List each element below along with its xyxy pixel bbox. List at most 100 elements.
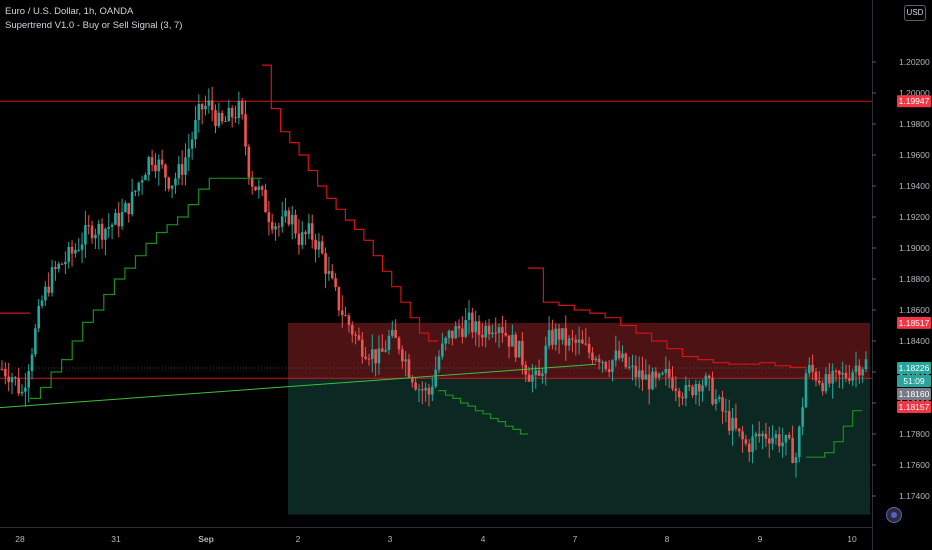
candle bbox=[514, 331, 518, 362]
candle-body bbox=[544, 345, 548, 374]
candle-body bbox=[581, 339, 584, 344]
x-tick-label: 4 bbox=[481, 534, 486, 544]
candle bbox=[584, 328, 588, 346]
candle bbox=[454, 321, 457, 339]
candle-body bbox=[34, 328, 37, 355]
candle bbox=[320, 235, 324, 255]
y-tick-label: 1.20000 bbox=[899, 88, 930, 98]
candle bbox=[380, 334, 384, 353]
tradingview-logo-icon[interactable] bbox=[886, 507, 902, 523]
candle-body bbox=[567, 338, 571, 346]
candle bbox=[784, 434, 788, 456]
candle bbox=[567, 335, 571, 351]
candle bbox=[774, 430, 778, 445]
candle bbox=[767, 426, 771, 458]
candle bbox=[7, 362, 10, 392]
candle-body bbox=[364, 356, 367, 359]
candle-body bbox=[274, 226, 277, 230]
candle-body bbox=[844, 372, 848, 379]
candle-body bbox=[721, 397, 724, 412]
candle-body bbox=[601, 361, 604, 363]
candle bbox=[424, 382, 427, 402]
candle-body bbox=[744, 439, 748, 444]
candle-body bbox=[327, 270, 331, 274]
candle-body bbox=[407, 359, 411, 378]
candle-body bbox=[424, 387, 427, 391]
candle bbox=[601, 360, 604, 373]
candle-body bbox=[681, 397, 684, 399]
candle-body bbox=[247, 146, 251, 178]
candle bbox=[187, 133, 191, 172]
x-tick-label: 7 bbox=[573, 534, 578, 544]
candle bbox=[327, 256, 331, 281]
candle bbox=[671, 366, 674, 392]
candle-body bbox=[784, 435, 788, 443]
candle-body bbox=[541, 373, 544, 376]
x-tick-label: 8 bbox=[665, 534, 670, 544]
candle bbox=[267, 200, 271, 236]
candle-body bbox=[157, 159, 161, 172]
candle bbox=[244, 100, 247, 156]
candle-body bbox=[140, 180, 144, 183]
candle bbox=[614, 335, 618, 367]
candle-body bbox=[551, 330, 554, 345]
price-badge-bg bbox=[897, 374, 931, 387]
candle bbox=[330, 264, 334, 280]
price-badge-label: 1.18517 bbox=[899, 318, 930, 328]
candle bbox=[417, 384, 421, 403]
candle bbox=[64, 251, 67, 275]
candle bbox=[547, 316, 551, 350]
candle-body bbox=[547, 330, 551, 346]
candle bbox=[374, 349, 377, 377]
candle-body bbox=[67, 246, 71, 262]
candle bbox=[270, 213, 274, 234]
candle bbox=[694, 379, 698, 405]
candle bbox=[674, 376, 678, 402]
candle bbox=[557, 323, 561, 355]
candle-body bbox=[641, 370, 644, 380]
candle bbox=[444, 336, 447, 351]
candle-body bbox=[704, 375, 708, 386]
candle bbox=[367, 353, 371, 366]
candle-body bbox=[817, 380, 821, 384]
candle bbox=[554, 323, 558, 351]
candle-body bbox=[727, 411, 731, 431]
candle bbox=[200, 102, 204, 125]
currency-button[interactable]: USD bbox=[904, 5, 926, 21]
indicator-label[interactable]: Supertrend V1.0 - Buy or Sell Signal (3,… bbox=[5, 20, 183, 31]
candle bbox=[217, 102, 221, 129]
candle bbox=[838, 369, 841, 389]
candle bbox=[197, 94, 201, 133]
candle bbox=[851, 369, 854, 386]
candle-body bbox=[254, 186, 257, 191]
candle-body bbox=[294, 214, 297, 234]
candle-body bbox=[691, 386, 694, 396]
candle-body bbox=[167, 177, 171, 189]
candle-body bbox=[374, 349, 377, 364]
candle-body bbox=[637, 370, 641, 378]
candle-body bbox=[24, 387, 27, 392]
candle bbox=[77, 238, 81, 252]
y-tick-label: 1.17600 bbox=[899, 460, 930, 470]
candle-body bbox=[160, 159, 164, 165]
candle-body bbox=[84, 225, 87, 245]
green-trendline bbox=[0, 363, 597, 409]
candle-body bbox=[130, 191, 134, 215]
candle bbox=[4, 362, 7, 385]
candle bbox=[350, 321, 354, 343]
candle-body bbox=[414, 382, 417, 390]
candle-body bbox=[801, 407, 804, 427]
candle bbox=[220, 110, 224, 125]
symbol-title[interactable]: Euro / U.S. Dollar, 1h, OANDA bbox=[5, 6, 134, 17]
candle bbox=[97, 219, 101, 250]
candle-body bbox=[494, 332, 498, 334]
candle bbox=[834, 369, 838, 382]
candle bbox=[414, 377, 417, 392]
candle-body bbox=[150, 157, 154, 165]
candle-body bbox=[587, 343, 591, 353]
candle bbox=[67, 241, 71, 269]
candle bbox=[264, 183, 267, 213]
candle-body bbox=[517, 340, 521, 358]
candle bbox=[657, 372, 661, 381]
